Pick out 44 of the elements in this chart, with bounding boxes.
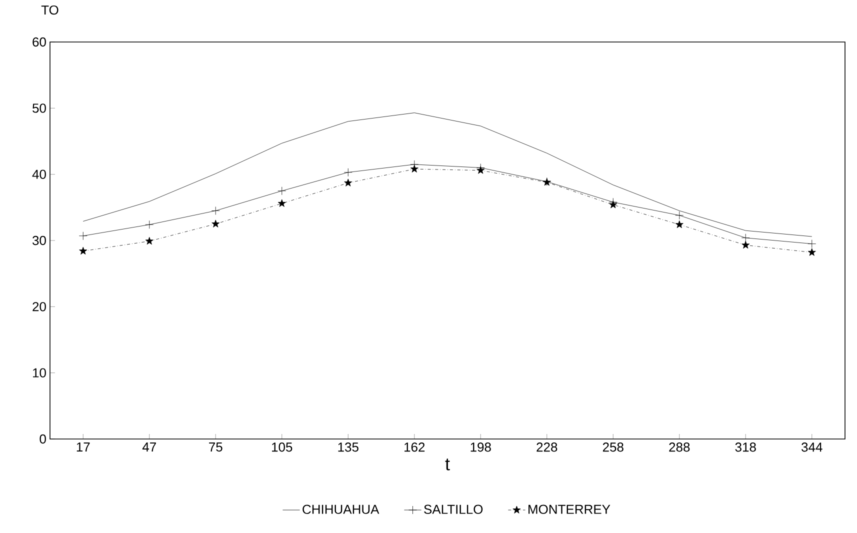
y-tick-label: 30 [32,236,46,246]
x-tick-label: 135 [338,442,358,452]
x-tick-label: 318 [735,442,756,452]
y-tick-label: 10 [32,368,46,378]
y-tick-label: 0 [40,434,46,444]
point [79,246,88,255]
point [742,240,750,249]
y-tick-label: 40 [32,170,46,179]
x-tick-label: 228 [536,442,558,452]
x-tick-label: 258 [602,442,624,452]
line-series [82,112,812,237]
point [211,206,220,215]
x-axis-title: t [445,458,450,470]
point [476,166,485,174]
point [78,232,88,240]
y-tick-label: 50 [32,104,46,113]
point [808,240,816,248]
y-axis-title: TO [41,5,58,15]
point [344,168,352,177]
point [675,211,684,220]
x-tick-label: 105 [272,442,292,452]
point [609,200,618,208]
point [410,164,418,172]
y-tick-label: 60 [32,37,46,47]
x-tick-label: 198 [470,442,491,452]
legend-label: CHIHUAHUA [302,504,380,514]
x-tick-label: 75 [209,442,222,452]
point [145,220,154,229]
point [675,220,684,228]
point [278,199,286,207]
x-tick-label: 288 [669,442,690,452]
x-tick-label: 17 [76,442,90,452]
x-tick-label: 47 [142,442,156,452]
x-tick-label: 162 [404,442,425,452]
legend-label: MONTERREY [528,504,610,514]
point [808,248,816,256]
x-tick-label: 344 [802,442,822,452]
point [344,178,352,186]
point [278,186,286,196]
legend-label: SALTILLO [424,504,483,514]
point [212,220,220,228]
point [741,234,750,242]
y-tick-label: 20 [32,302,46,312]
point [145,236,154,245]
